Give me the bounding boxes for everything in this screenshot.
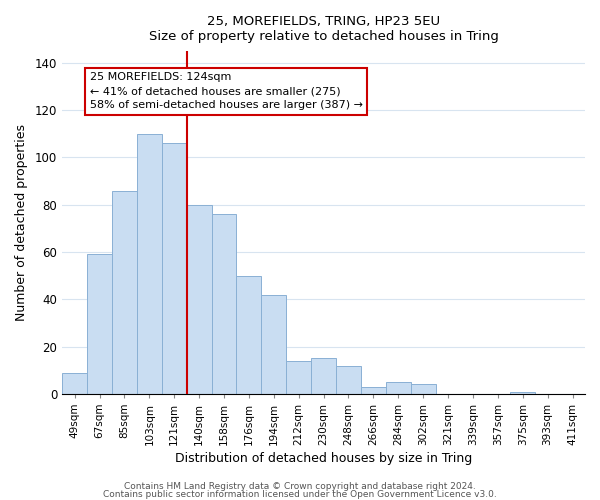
Bar (411, 384, 436, 394)
Text: Contains public sector information licensed under the Open Government Licence v3: Contains public sector information licen… (103, 490, 497, 499)
Bar (311, 358, 336, 394)
Bar (511, 392, 535, 394)
Bar (212, 214, 236, 394)
X-axis label: Distribution of detached houses by size in Tring: Distribution of detached houses by size … (175, 452, 472, 465)
Bar (162, 144, 187, 394)
Title: 25, MOREFIELDS, TRING, HP23 5EU
Size of property relative to detached houses in : 25, MOREFIELDS, TRING, HP23 5EU Size of … (149, 15, 499, 43)
Bar (87, 254, 112, 394)
Bar (286, 361, 311, 394)
Bar (187, 205, 212, 394)
Bar (262, 294, 286, 394)
Bar (137, 134, 162, 394)
Text: 25 MOREFIELDS: 124sqm
← 41% of detached houses are smaller (275)
58% of semi-det: 25 MOREFIELDS: 124sqm ← 41% of detached … (89, 72, 362, 110)
Bar (112, 190, 137, 394)
Bar (62, 372, 87, 394)
Bar (386, 382, 411, 394)
Bar (236, 276, 262, 394)
Text: Contains HM Land Registry data © Crown copyright and database right 2024.: Contains HM Land Registry data © Crown c… (124, 482, 476, 491)
Bar (361, 387, 386, 394)
Y-axis label: Number of detached properties: Number of detached properties (15, 124, 28, 321)
Bar (336, 366, 361, 394)
